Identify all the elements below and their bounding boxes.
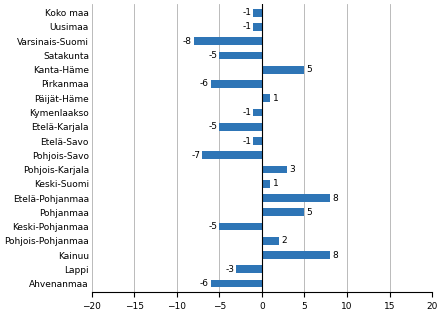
Text: -6: -6 xyxy=(200,279,209,288)
Text: 8: 8 xyxy=(332,250,338,260)
Text: -1: -1 xyxy=(242,8,251,17)
Text: -1: -1 xyxy=(242,136,251,146)
Bar xyxy=(202,151,262,159)
Text: -3: -3 xyxy=(225,265,234,274)
Bar xyxy=(262,180,271,188)
Text: 5: 5 xyxy=(307,208,312,217)
Bar xyxy=(219,52,262,60)
Bar xyxy=(262,208,305,216)
Text: -6: -6 xyxy=(200,79,209,89)
Bar xyxy=(253,9,262,17)
Bar xyxy=(253,23,262,31)
Text: 2: 2 xyxy=(281,236,287,245)
Text: 8: 8 xyxy=(332,193,338,203)
Text: 1: 1 xyxy=(273,179,278,188)
Bar xyxy=(211,80,262,88)
Bar xyxy=(253,137,262,145)
Text: -5: -5 xyxy=(208,122,217,131)
Bar xyxy=(194,37,262,45)
Bar xyxy=(236,265,262,273)
Text: -5: -5 xyxy=(208,222,217,231)
Bar xyxy=(253,109,262,117)
Bar xyxy=(211,280,262,288)
Bar xyxy=(262,166,287,174)
Bar xyxy=(262,66,305,74)
Text: 3: 3 xyxy=(290,165,295,174)
Bar xyxy=(219,123,262,131)
Text: -5: -5 xyxy=(208,51,217,60)
Text: 5: 5 xyxy=(307,65,312,74)
Text: -7: -7 xyxy=(191,151,200,160)
Text: -8: -8 xyxy=(183,37,192,46)
Bar xyxy=(262,94,271,102)
Text: -1: -1 xyxy=(242,108,251,117)
Bar xyxy=(262,194,330,202)
Bar xyxy=(262,237,279,245)
Text: -1: -1 xyxy=(242,22,251,32)
Bar xyxy=(262,251,330,259)
Bar xyxy=(219,223,262,231)
Text: 1: 1 xyxy=(273,94,278,103)
